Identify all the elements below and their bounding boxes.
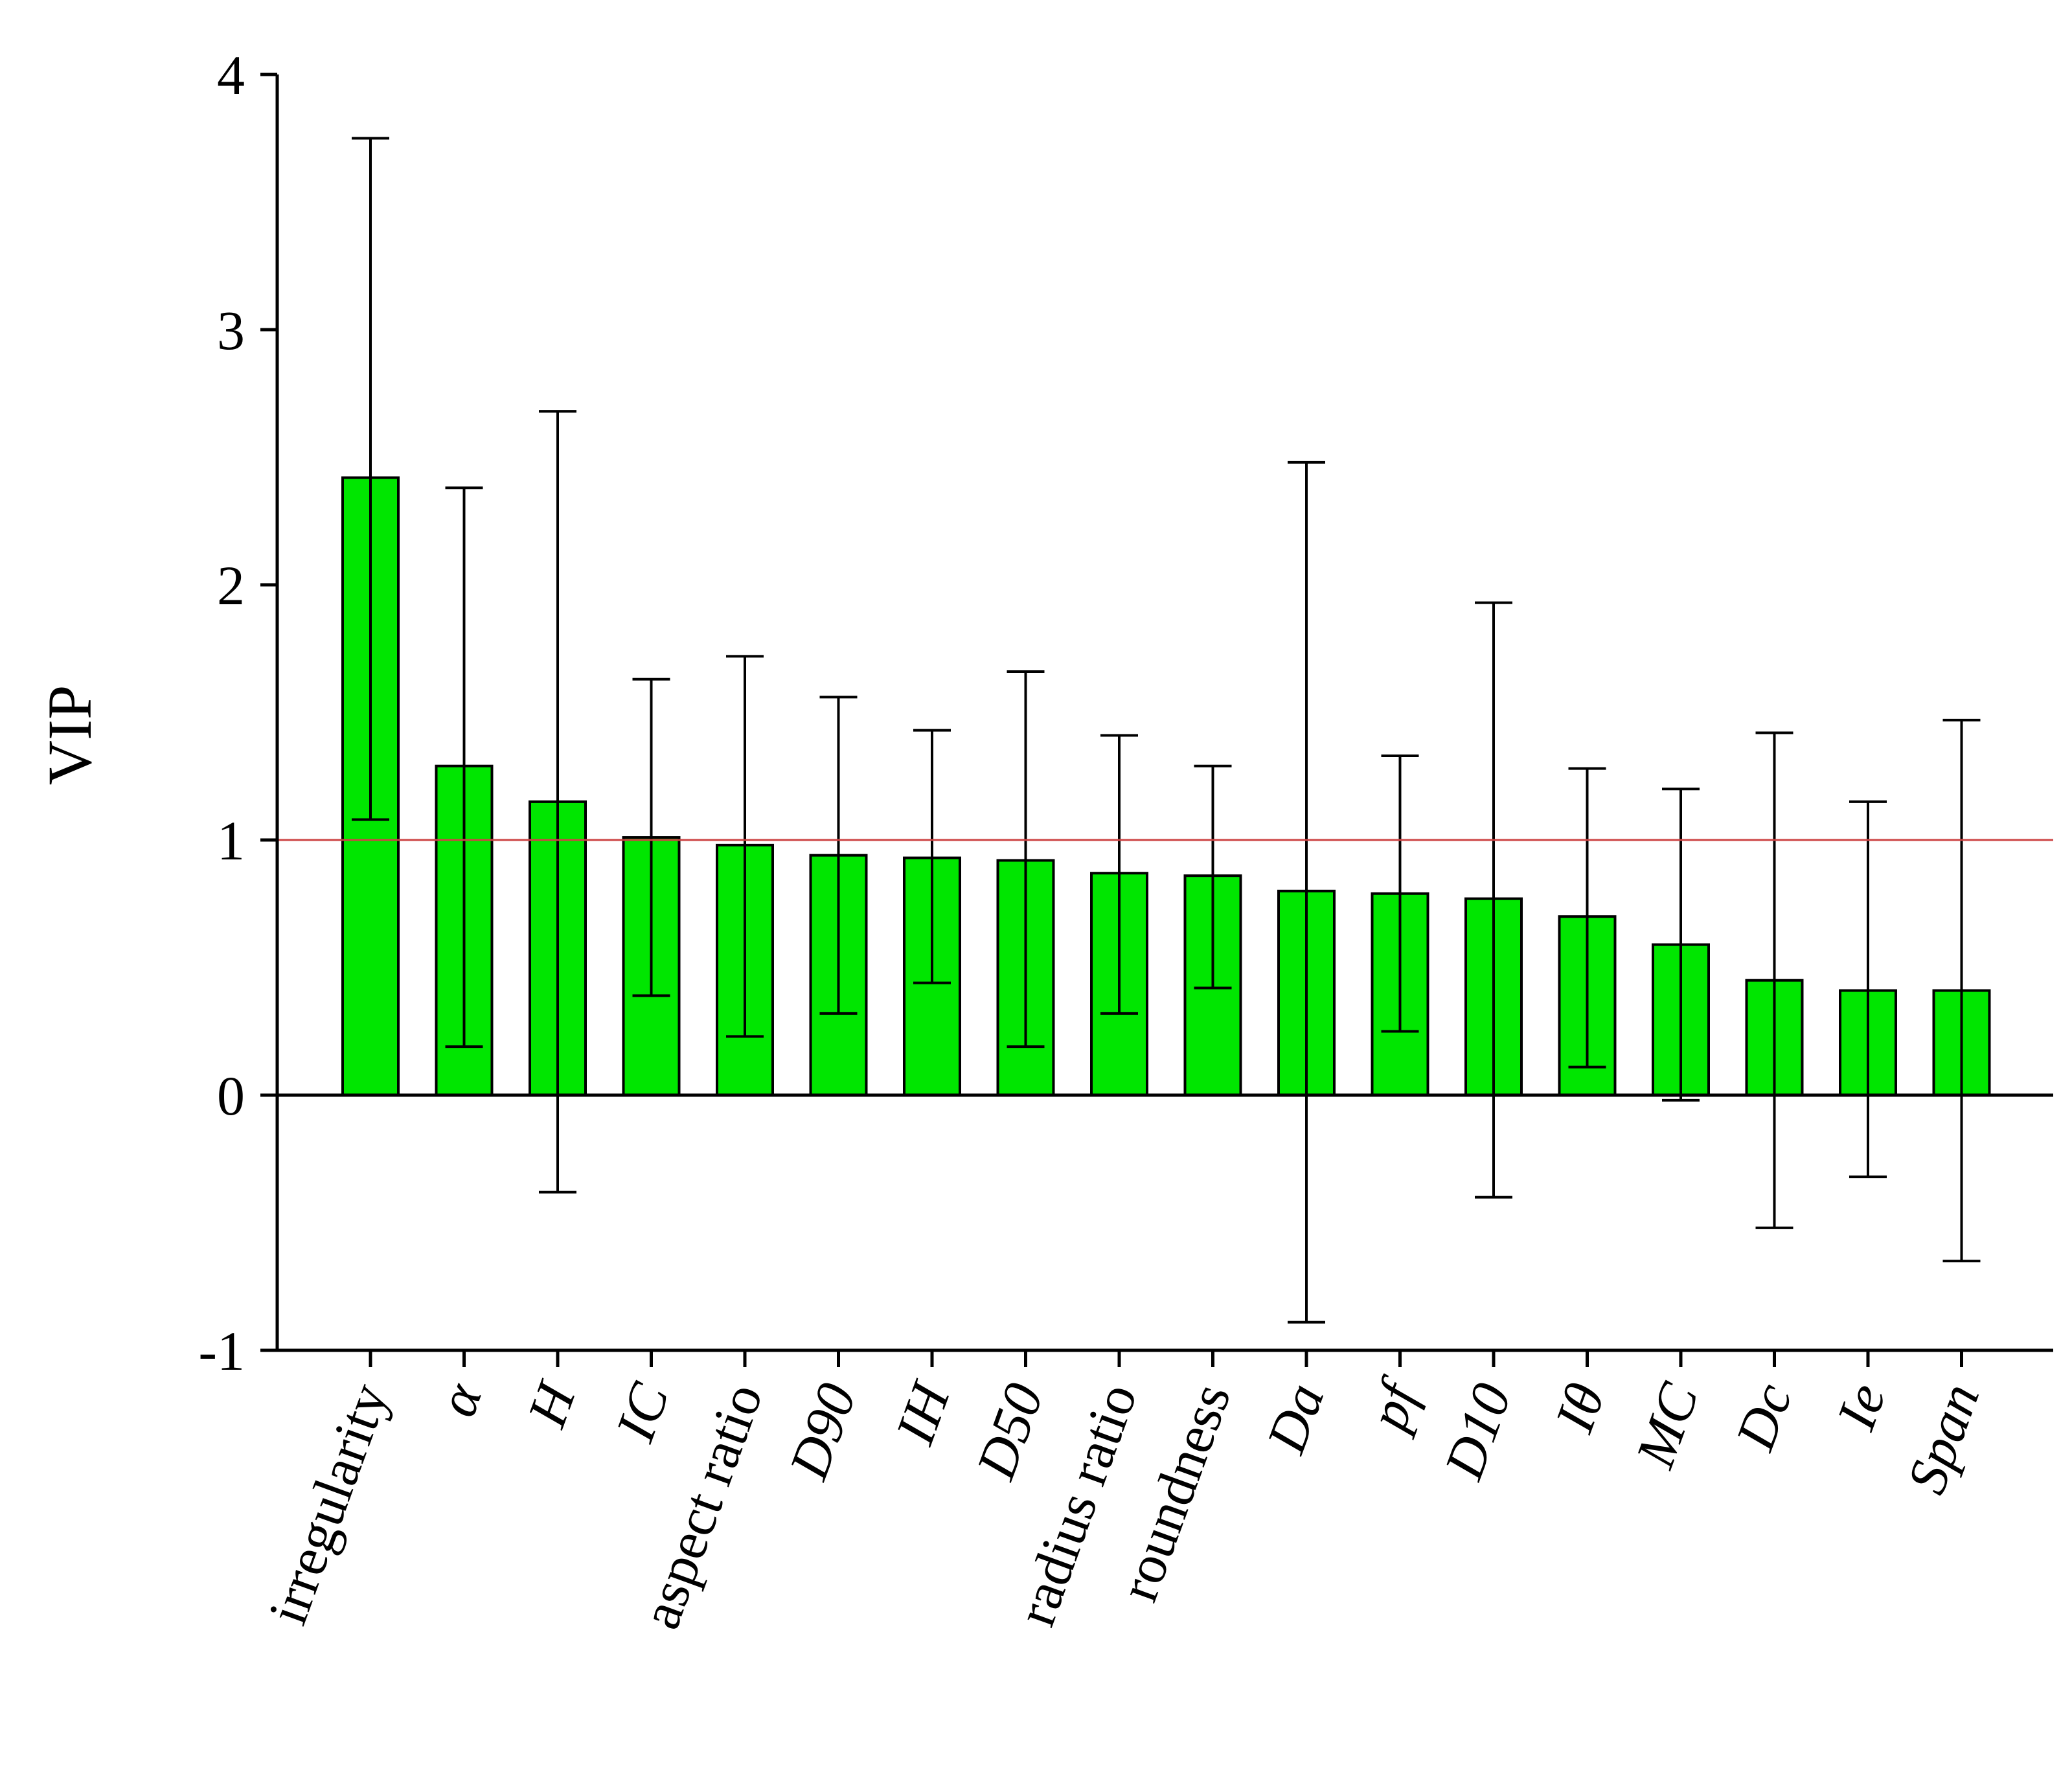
x-tick-label: irregularity [256,1376,400,1632]
x-tick-label: Ie [1824,1376,1897,1438]
y-tick-label: 0 [217,1065,245,1127]
plot-area [277,137,2053,1324]
x-tick-label: pf [1355,1369,1432,1441]
y-tick-label: -1 [198,1320,245,1382]
y-tick-label: 2 [217,554,245,617]
y-tick-label: 1 [217,810,245,872]
x-tick-label: MC [1623,1374,1711,1476]
x-tick-label: IC [603,1374,681,1449]
y-axis: -1 0 1 2 3 4 [198,44,279,1382]
x-tick-label: Span [1895,1376,1991,1501]
y-tick-label: 4 [217,44,245,106]
x-tick-label: D50 [964,1376,1055,1488]
x-tick-label: D10 [1432,1376,1523,1488]
x-tick-label: D90 [777,1376,868,1488]
y-axis-label: VIP [35,685,104,786]
x-tick-label: Iθ [1543,1376,1617,1440]
x-tick-label: IH [883,1373,962,1453]
x-tick-label: Da [1254,1376,1336,1462]
x-tick-label: α [426,1374,494,1424]
x-tick-label: Dc [1724,1376,1804,1458]
y-tick-label: 3 [217,299,245,361]
x-tick-label: H [515,1373,588,1435]
